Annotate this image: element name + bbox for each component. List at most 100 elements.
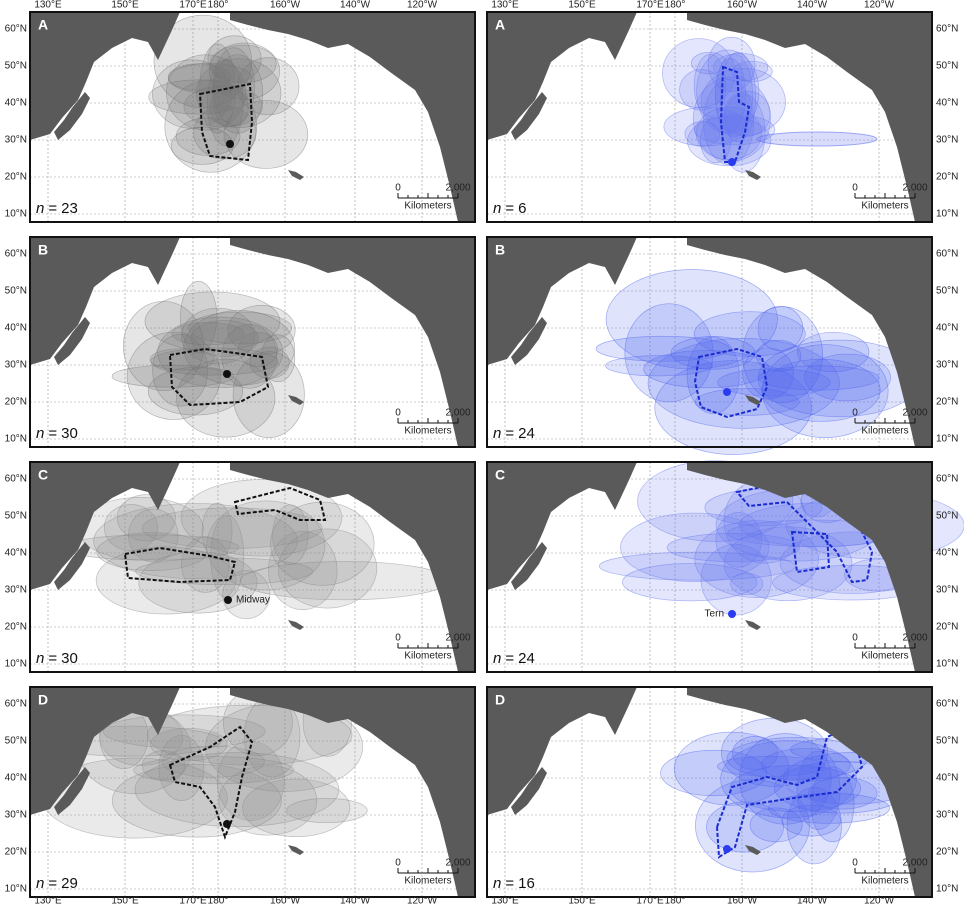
panel-letter: D	[38, 692, 48, 708]
lon-label: 140°W	[797, 0, 828, 11]
sample-size: n = 29	[36, 875, 78, 892]
core-contour	[715, 725, 864, 859]
map-panel: Bn = 24 0 2,000 Kilometers	[486, 236, 933, 455]
lon-label: 140°W	[340, 0, 371, 11]
land	[54, 317, 90, 365]
range-ellipse	[757, 365, 880, 391]
colony-marker	[728, 158, 736, 166]
scale-bar: 0 2,000 Kilometers	[395, 858, 471, 887]
lon-label: 150°E	[568, 896, 596, 907]
panel-frame	[486, 236, 933, 448]
lat-label: 10°N	[936, 209, 958, 220]
range-ellipse	[232, 351, 305, 439]
range-ellipse	[277, 528, 378, 609]
scale-end: 2,000	[902, 183, 927, 194]
lat-label: 20°N	[936, 622, 958, 633]
land	[511, 317, 547, 365]
lat-label: 60°N	[5, 249, 27, 260]
range-ellipse	[126, 331, 222, 420]
range-ellipse	[150, 727, 228, 762]
lon-label: 180°	[208, 0, 229, 11]
scale-start: 0	[395, 408, 401, 419]
core-contour	[719, 65, 751, 163]
range-ellipse	[687, 116, 772, 167]
range-ellipse	[715, 53, 753, 138]
lon-label: 160°W	[270, 896, 301, 907]
range-ellipse	[148, 79, 248, 115]
lat-label: 60°N	[5, 24, 27, 35]
range-ellipse	[183, 310, 296, 386]
land	[687, 237, 932, 447]
range-ellipse	[176, 358, 276, 438]
scale-bar: 0 2,000 Kilometers	[852, 183, 928, 212]
range-ellipse	[164, 79, 257, 173]
lon-label: 120°W	[864, 896, 895, 907]
colony-label: Tern	[705, 609, 724, 620]
land	[230, 462, 475, 672]
sample-count: 6	[518, 200, 526, 217]
sample-size: n = 24	[493, 425, 535, 442]
lat-label: 60°N	[936, 249, 958, 260]
land	[30, 12, 180, 140]
colony-marker	[728, 610, 736, 618]
lon-label: 130°E	[491, 896, 519, 907]
lat-label: 60°N	[5, 699, 27, 710]
lon-label: 150°E	[111, 896, 139, 907]
range-ellipse	[796, 331, 870, 373]
scale-start: 0	[852, 858, 858, 869]
map-panel: An = 6 0 2,000 Kilometers	[486, 11, 933, 223]
land	[511, 767, 547, 815]
scale-end: 2,000	[445, 858, 470, 869]
scale-end: 2,000	[902, 633, 927, 644]
lat-label: 10°N	[5, 434, 27, 445]
lon-label: 120°W	[407, 0, 438, 11]
scale-start: 0	[395, 633, 401, 644]
sample-size: n = 6	[493, 200, 526, 217]
scale-bar: 0 2,000 Kilometers	[395, 183, 471, 212]
range-ellipse	[595, 335, 730, 362]
lon-label: 130°E	[34, 0, 62, 11]
land	[288, 170, 304, 180]
range-ellipse	[116, 494, 176, 542]
sample-symbol: n	[493, 200, 501, 217]
map-panel: Dn = 16 0 2,000 Kilometers	[486, 686, 933, 898]
lat-label: 30°N	[936, 135, 958, 146]
sample-sign: =	[48, 425, 57, 442]
land	[745, 620, 761, 630]
panel-letter: A	[38, 17, 48, 33]
sample-size: n = 30	[36, 650, 78, 667]
lon-label: 140°W	[797, 896, 828, 907]
sample-count: 24	[518, 425, 535, 442]
range-ellipse	[694, 520, 819, 598]
lon-label: 180°	[665, 896, 686, 907]
lat-label: 20°N	[936, 172, 958, 183]
scale-bar: 0 2,000 Kilometers	[852, 633, 928, 662]
range-ellipse	[761, 748, 851, 782]
map-panel: An = 23 0 2,000 Kilometers	[29, 11, 476, 223]
scale-end: 2,000	[902, 408, 927, 419]
land	[745, 395, 761, 405]
range-ellipse	[103, 504, 159, 551]
panel-letter: A	[495, 17, 505, 33]
sample-symbol: n	[493, 875, 501, 892]
scale-start: 0	[395, 183, 401, 194]
panel-letter: C	[38, 467, 48, 483]
range-ellipse	[723, 526, 853, 602]
sample-sign: =	[48, 650, 57, 667]
lat-label: 50°N	[936, 61, 958, 72]
lat-label: 20°N	[5, 622, 27, 633]
lat-label: 20°N	[5, 397, 27, 408]
lat-label: 10°N	[936, 884, 958, 895]
range-ellipse	[208, 42, 280, 100]
sample-count: 30	[61, 425, 78, 442]
colony-label: Midway	[236, 595, 270, 606]
lat-label: 20°N	[936, 397, 958, 408]
sample-count: 29	[61, 875, 78, 892]
lat-label: 40°N	[936, 98, 958, 109]
scale-start: 0	[852, 633, 858, 644]
range-ellipse	[168, 63, 253, 94]
range-ellipse	[756, 131, 878, 147]
sample-symbol: n	[36, 875, 44, 892]
range-ellipse	[786, 786, 842, 865]
panel-letter: C	[495, 467, 505, 483]
